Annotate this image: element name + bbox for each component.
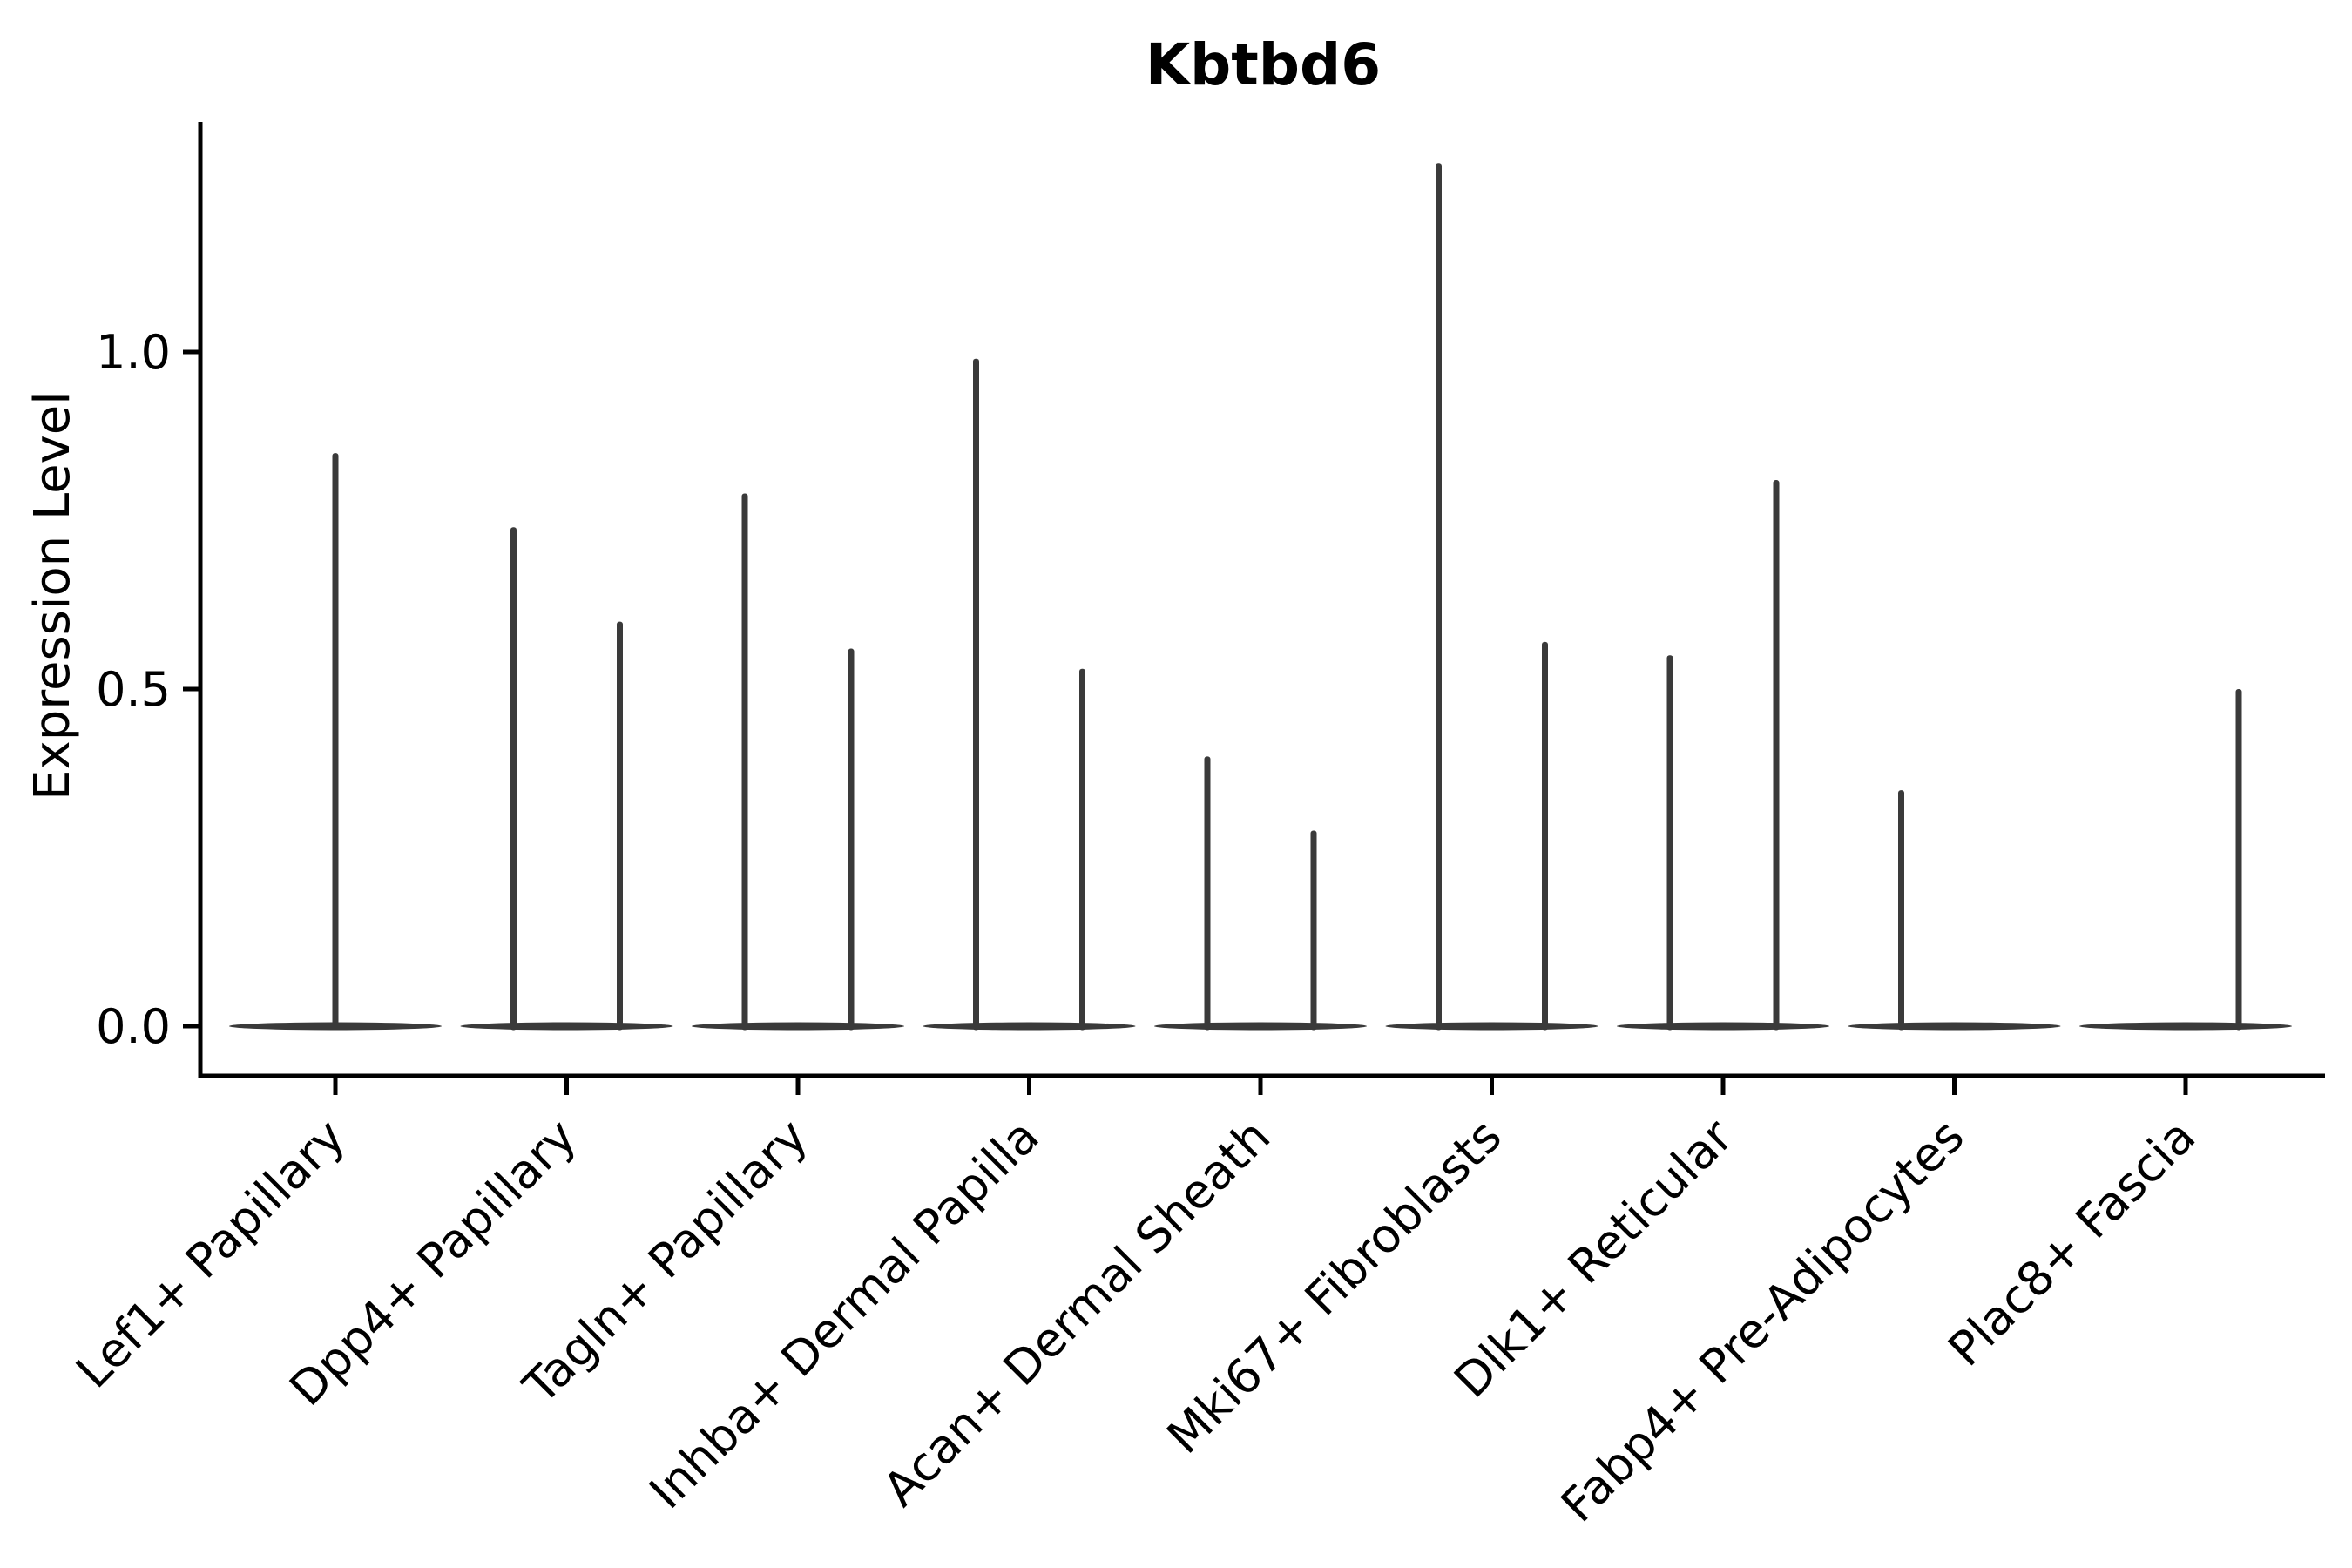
violin-body — [1848, 1022, 2061, 1031]
violin-spike — [973, 358, 979, 1031]
x-tick-label: Plac8+ Fascia — [1937, 1109, 2206, 1377]
violin-body — [923, 1022, 1136, 1031]
violin-spike — [848, 648, 855, 1031]
violin-spike — [1773, 480, 1780, 1031]
violin-spike — [510, 527, 517, 1031]
x-tick-label: Acan+ Dermal Sheath — [873, 1109, 1281, 1517]
chart-title: Kbtbd6 — [1145, 31, 1382, 98]
violin-spike — [1310, 830, 1317, 1031]
violin-body — [2079, 1022, 2292, 1031]
violin-spike — [617, 621, 623, 1031]
y-tick-label: 0.0 — [96, 999, 171, 1054]
violin-spike — [1542, 641, 1548, 1031]
violin-spike — [1898, 790, 1904, 1031]
x-tick-label: Fabp4+ Pre-Adipocytes — [1551, 1109, 1975, 1533]
violin-spike — [1436, 163, 1442, 1031]
y-tick-label: 0.5 — [96, 662, 171, 717]
violin-body — [460, 1022, 673, 1031]
y-tick-label: 1.0 — [96, 325, 171, 380]
violin-body — [1154, 1022, 1367, 1031]
violin-body — [1617, 1022, 1829, 1031]
violin-spike — [1079, 668, 1085, 1031]
violin-spike — [1666, 655, 1673, 1031]
violin-body — [1385, 1022, 1598, 1031]
violin-spike — [741, 493, 748, 1031]
x-tick-label: Inhba+ Dermal Papilla — [639, 1109, 1049, 1519]
violin-spike — [2235, 689, 2242, 1031]
violin-spike — [1204, 756, 1211, 1031]
violin-body — [692, 1022, 904, 1031]
violin-spike — [332, 453, 339, 1031]
